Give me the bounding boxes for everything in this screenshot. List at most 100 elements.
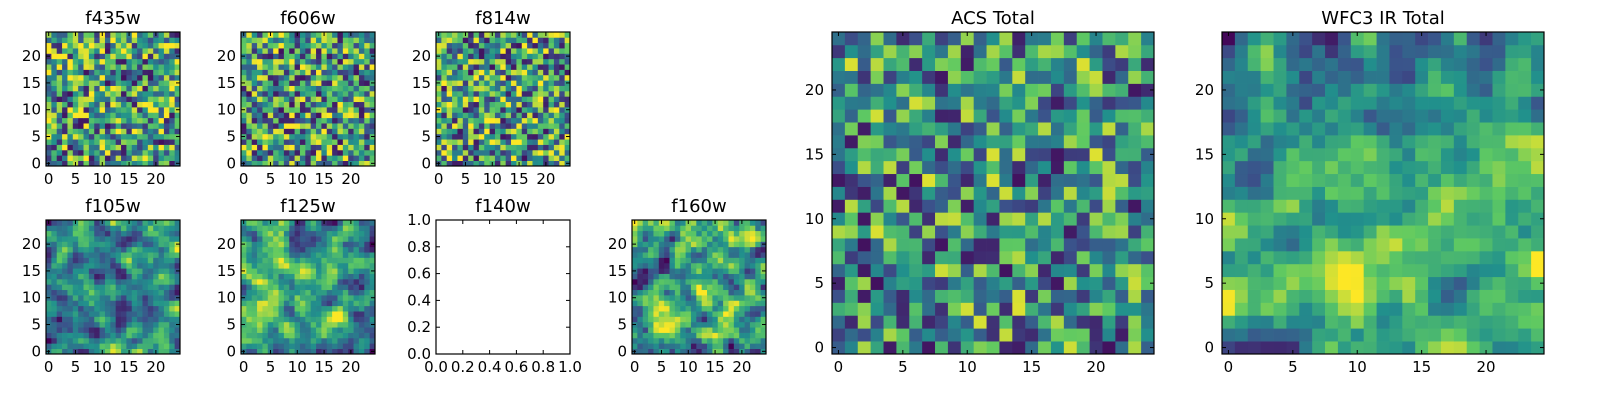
heatmap-cell [289, 332, 295, 339]
heatmap-cell [267, 53, 274, 60]
heatmap-cell [1025, 302, 1039, 316]
heatmap-cell [126, 48, 133, 54]
heatmap-cell [316, 321, 322, 328]
heatmap-cell [986, 341, 1000, 355]
heatmap-cell [337, 32, 344, 38]
heatmap-cell [294, 58, 301, 65]
heatmap-cell [83, 305, 90, 312]
heatmap-cell [246, 32, 253, 38]
heatmap-cell [922, 315, 936, 329]
heatmap-cell [299, 42, 306, 49]
heatmap-cell [1115, 109, 1129, 123]
heatmap-cell [104, 133, 111, 140]
heatmap-cell [67, 69, 74, 76]
heatmap-cell [446, 64, 453, 70]
heatmap-cell [707, 316, 713, 323]
heatmap-cell [728, 257, 735, 264]
heatmap-cell [305, 278, 312, 285]
heatmap-cell [147, 295, 154, 301]
heatmap-cell [1492, 315, 1506, 329]
heatmap-cell [947, 57, 962, 71]
heatmap-cell [669, 262, 676, 269]
heatmap-cell [342, 69, 349, 76]
heatmap-cell [707, 252, 713, 258]
heatmap-cell [632, 332, 638, 339]
heatmap-cell [1312, 302, 1326, 316]
heatmap-cell [94, 90, 100, 97]
heatmap-cell [922, 147, 936, 162]
heatmap-cell [137, 53, 143, 60]
heatmap-cell [262, 273, 269, 280]
heatmap-cell [707, 278, 713, 285]
heatmap-cell [305, 316, 312, 323]
heatmap-cell [857, 173, 871, 187]
heatmap-cell [473, 160, 480, 167]
heatmap-cell [489, 112, 496, 119]
heatmap-cell [294, 225, 301, 232]
heatmap-cell [690, 316, 697, 323]
heatmap-cell [935, 57, 949, 71]
heatmap-cell [527, 149, 533, 156]
heatmap-cell [342, 58, 349, 65]
heatmap-cell [511, 32, 517, 38]
heatmap-cell [548, 90, 555, 97]
heatmap-cell [723, 348, 729, 355]
heatmap-cell [690, 241, 697, 248]
heatmap-cell [1260, 238, 1274, 252]
heatmap-cell [632, 289, 638, 296]
heatmap-cell [342, 268, 349, 274]
heatmap-cell [999, 186, 1013, 200]
heatmap-cell [653, 332, 660, 339]
heatmap-cell [1128, 341, 1142, 355]
heatmap-cell [712, 289, 719, 296]
heatmap-cell [685, 311, 692, 317]
heatmap-cell [46, 316, 52, 323]
heatmap-cell [46, 327, 52, 333]
heatmap-cell [494, 107, 501, 113]
heatmap-cell [257, 96, 263, 103]
heatmap-cell [283, 316, 290, 323]
heatmap-cell [696, 241, 703, 248]
heatmap-cell [358, 246, 365, 253]
heatmap-cell [94, 139, 100, 145]
heatmap-cell [299, 58, 306, 65]
heatmap-cell [241, 74, 247, 81]
heatmap-cell [632, 236, 638, 242]
heatmap-cell [1089, 96, 1103, 110]
heatmap-cell [246, 300, 253, 307]
heatmap-cell [999, 276, 1013, 290]
heatmap-cell [521, 144, 528, 151]
heatmap-cell [680, 300, 686, 307]
heatmap-cell [174, 220, 181, 226]
heatmap-cell [1128, 173, 1142, 187]
heatmap-cell [46, 311, 52, 317]
heatmap-cell [278, 332, 285, 339]
heatmap-cell [332, 273, 338, 280]
heatmap-cell [246, 149, 253, 156]
heatmap-cell [278, 241, 285, 248]
heatmap-cell [158, 236, 165, 242]
heatmap-cell [131, 289, 138, 296]
heatmap-cell [251, 273, 258, 280]
heatmap-cell [1466, 238, 1480, 252]
heatmap-cell [1466, 250, 1480, 265]
heatmap-cell [457, 74, 464, 81]
heatmap-cell [278, 278, 285, 285]
heatmap-cell [88, 96, 95, 103]
heatmap-cell [337, 112, 344, 119]
heatmap-cell [289, 133, 295, 140]
heatmap-cell [739, 268, 745, 274]
heatmap-cell [537, 128, 544, 135]
heatmap-cell [283, 139, 290, 145]
heatmap-cell [121, 160, 127, 167]
y-tick-label: 20 [22, 47, 41, 65]
heatmap-cell [717, 321, 724, 328]
heatmap-cell [83, 300, 90, 307]
heatmap-cell [83, 284, 90, 291]
heatmap-cell [548, 160, 555, 167]
heatmap-cell [342, 220, 349, 226]
heatmap-cell [326, 42, 333, 49]
heatmap-cell [126, 144, 133, 151]
heatmap-cell [316, 58, 322, 65]
heatmap-cell [158, 128, 165, 135]
